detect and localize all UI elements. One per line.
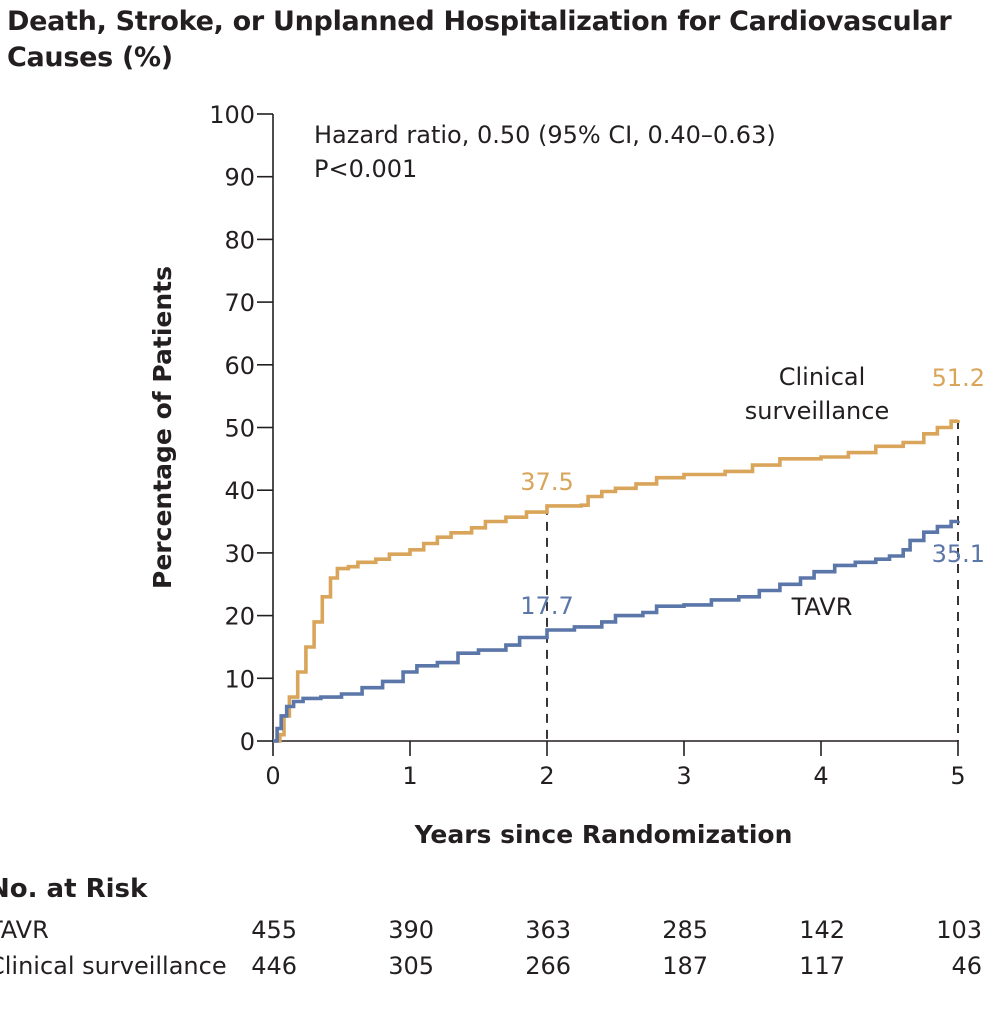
y-tick-label: 70 bbox=[224, 289, 255, 317]
y-tick-label: 0 bbox=[240, 728, 255, 756]
x-tick-label: 4 bbox=[813, 762, 828, 790]
chart-title: Death, Stroke, or Unplanned Hospitalizat… bbox=[7, 6, 952, 73]
x-axis-title: Years since Randomization bbox=[414, 820, 793, 849]
y-tick-label: 30 bbox=[224, 540, 255, 568]
risk-count: 446 bbox=[251, 952, 297, 980]
p-value-text: P<0.001 bbox=[314, 155, 417, 183]
reference-lines bbox=[546, 419, 959, 741]
clinical-surveillance-end-label: 51.2 bbox=[932, 364, 985, 392]
series-line-clinical-surveillance bbox=[273, 419, 960, 743]
y-tick-label: 40 bbox=[224, 477, 255, 505]
series-line-tavr bbox=[273, 519, 960, 743]
chart-labels: Hazard ratio, 0.50 (95% CI, 0.40–0.63) P<… bbox=[314, 121, 985, 621]
risk-count: 305 bbox=[388, 952, 434, 980]
tavr-year2-label: 17.7 bbox=[520, 592, 573, 620]
y-tick-label: 10 bbox=[224, 665, 255, 693]
tavr-name-label: TAVR bbox=[791, 593, 853, 621]
risk-row-label: Clinical surveillance bbox=[0, 952, 227, 980]
risk-count: 266 bbox=[525, 952, 571, 980]
risk-count: 390 bbox=[388, 916, 434, 944]
clinical-surveillance-name-line2: surveillance bbox=[745, 397, 889, 425]
axes: 0 10 20 30 40 50 60 70 80 90 100 0 1 2 3 4 5 Years since … bbox=[148, 101, 966, 849]
hazard-ratio-text: Hazard ratio, 0.50 (95% CI, 0.40–0.63) bbox=[314, 121, 776, 149]
y-tick-label: 100 bbox=[209, 101, 255, 129]
risk-count: 363 bbox=[525, 916, 571, 944]
risk-row-tavr: TAVR 455 390 363 285 142 103 bbox=[0, 916, 996, 948]
y-tick-label: 90 bbox=[224, 164, 255, 192]
risk-count: 285 bbox=[662, 916, 708, 944]
tavr-end-label: 35.1 bbox=[932, 540, 985, 568]
x-tick-label: 1 bbox=[402, 762, 417, 790]
clinical-surveillance-name-line1: Clinical bbox=[779, 363, 866, 391]
clinical-surveillance-year2-label: 37.5 bbox=[520, 468, 573, 496]
series-lines bbox=[273, 419, 960, 743]
risk-count: 187 bbox=[662, 952, 708, 980]
km-chart: 0 10 20 30 40 50 60 70 80 90 100 0 1 2 3 4 5 Years since … bbox=[148, 101, 985, 849]
risk-count: 103 bbox=[936, 916, 982, 944]
y-tick-label: 60 bbox=[224, 352, 255, 380]
risk-count: 117 bbox=[799, 952, 845, 980]
y-axis-title: Percentage of Patients bbox=[148, 266, 177, 589]
risk-row-clinical-surveillance: Clinical surveillance 446 305 266 187 117 46 bbox=[0, 952, 996, 984]
risk-table-title: No. at Risk bbox=[0, 874, 148, 904]
risk-count: 455 bbox=[251, 916, 297, 944]
x-tick-label: 5 bbox=[950, 762, 965, 790]
risk-count: 46 bbox=[951, 952, 982, 980]
y-tick-label: 80 bbox=[224, 226, 255, 254]
x-tick-label: 0 bbox=[265, 762, 280, 790]
x-tick-label: 2 bbox=[539, 762, 554, 790]
risk-row-label: TAVR bbox=[0, 916, 49, 944]
risk-count: 142 bbox=[799, 916, 845, 944]
x-tick-label: 3 bbox=[676, 762, 691, 790]
y-tick-label: 50 bbox=[224, 415, 255, 443]
y-tick-label: 20 bbox=[224, 603, 255, 631]
